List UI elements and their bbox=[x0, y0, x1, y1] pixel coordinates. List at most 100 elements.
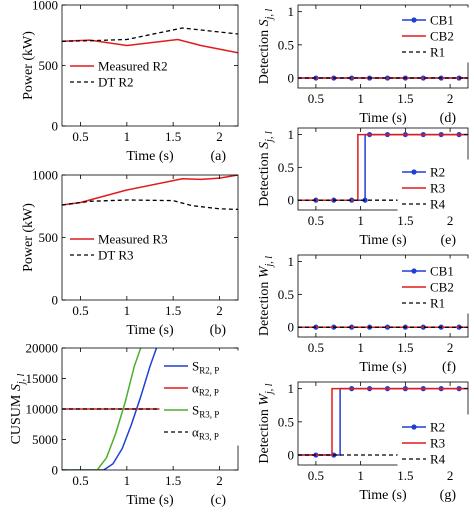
series-b-0-line bbox=[62, 175, 238, 206]
panel-label-e: (e) bbox=[440, 233, 456, 248]
panel-label-a: (a) bbox=[210, 149, 226, 164]
x-axis-label-b: Time (s) bbox=[126, 323, 174, 338]
y-tick-label-c: 10000 bbox=[26, 402, 59, 417]
x-tick-label-a: 2 bbox=[216, 129, 223, 144]
x-tick-label-e: 0.5 bbox=[308, 213, 324, 228]
legend-entry-e: R3 bbox=[430, 181, 445, 196]
panel-d: 0.5 1 1.5 2 0 0.5 1 Time (s) (d) Detection Sj, l C… bbox=[257, 4, 469, 126]
y-tick-label-c: 15000 bbox=[26, 371, 59, 386]
x-axis-label-a: Time (s) bbox=[126, 149, 174, 164]
y-tick-label-g: 1 bbox=[288, 381, 295, 396]
y-tick-label-a: 1000 bbox=[32, 0, 58, 13]
y-tick-label-c: 5000 bbox=[32, 432, 58, 447]
x-axis-label-g: Time (s) bbox=[359, 488, 407, 503]
x-tick-label-a: 0.5 bbox=[72, 129, 88, 144]
y-axis-label-a: Power (kW) bbox=[21, 31, 36, 100]
x-tick-label-g: 2 bbox=[447, 468, 454, 483]
x-tick-label-b: 0.5 bbox=[72, 303, 88, 318]
x-tick-label-f: 2 bbox=[447, 340, 454, 355]
x-tick-label-a: 1.5 bbox=[165, 129, 181, 144]
legend-entry-e: R2 bbox=[430, 165, 445, 180]
y-tick-label-c: 20000 bbox=[26, 341, 59, 356]
x-tick-label-d: 1 bbox=[357, 91, 364, 106]
panel-label-d: (d) bbox=[440, 111, 457, 126]
x-tick-label-b: 1 bbox=[124, 303, 131, 318]
x-axis-label-c: Time (s) bbox=[126, 493, 174, 508]
legend-entry-b: DT R3 bbox=[98, 248, 134, 263]
x-axis-label-d: Time (s) bbox=[359, 111, 407, 126]
x-tick-label-a: 1 bbox=[124, 129, 131, 144]
y-tick-label-g: 0.5 bbox=[278, 414, 294, 429]
legend-entry-d: CB2 bbox=[430, 29, 454, 44]
y-tick-label-d: 1 bbox=[288, 4, 295, 19]
panel-label-f: (f) bbox=[442, 360, 456, 375]
x-tick-label-g: 0.5 bbox=[308, 468, 324, 483]
y-tick-label-f: 1 bbox=[288, 254, 295, 269]
y-tick-label-f: 0 bbox=[288, 320, 295, 335]
panel-b: 0.5 1 1.5 2 0 500 1000 Time (s) (b) Power (kW) Mea… bbox=[21, 168, 239, 338]
x-tick-label-b: 1.5 bbox=[165, 303, 181, 318]
panel-label-g: (g) bbox=[440, 488, 457, 503]
legend-entry-f: R1 bbox=[430, 296, 445, 311]
x-tick-label-d: 0.5 bbox=[308, 91, 324, 106]
y-tick-label-e: 0 bbox=[288, 193, 295, 208]
panel-f: 0.5 1 1.5 2 0 0.5 1 Time (s) (f) Detection Wj, l C… bbox=[257, 254, 469, 375]
legend-entry-a: Measured R2 bbox=[98, 59, 168, 74]
legend-entry-b: Measured R3 bbox=[98, 232, 168, 247]
y-tick-label-e: 0.5 bbox=[278, 160, 294, 175]
series-e-0-marker bbox=[362, 197, 368, 203]
y-axis-label-c: CUSUM Sj, l bbox=[9, 373, 27, 444]
legend-entry-c: αR2, P bbox=[192, 381, 219, 398]
legend-entry-d: R1 bbox=[430, 45, 445, 60]
y-tick-label-b: 500 bbox=[39, 230, 59, 245]
legend-entry-c: αR3, P bbox=[192, 425, 219, 442]
x-axis-label-f: Time (s) bbox=[359, 360, 407, 375]
x-tick-label-e: 2 bbox=[447, 213, 454, 228]
y-tick-label-a: 500 bbox=[39, 58, 59, 73]
y-axis-label-b: Power (kW) bbox=[21, 203, 36, 272]
legend-entry-c: SR3, P bbox=[192, 403, 219, 420]
y-tick-label-b: 0 bbox=[52, 293, 59, 308]
x-tick-label-c: 1.5 bbox=[165, 473, 181, 488]
panel-a: 0.5 1 1.5 2 0 500 1000 Time (s) (a) Power (kW) Mea… bbox=[21, 0, 239, 164]
legend-entry-c: SR2, P bbox=[192, 359, 219, 376]
series-a-0-line bbox=[62, 38, 238, 54]
x-tick-label-g: 1 bbox=[357, 468, 364, 483]
y-tick-label-f: 0.5 bbox=[278, 287, 294, 302]
x-tick-label-c: 1 bbox=[124, 473, 131, 488]
legend-entry-g: R3 bbox=[430, 436, 445, 451]
y-tick-label-a: 0 bbox=[52, 119, 59, 134]
x-tick-label-f: 1.5 bbox=[397, 340, 413, 355]
x-tick-label-c: 2 bbox=[216, 473, 223, 488]
series-c-0-line bbox=[62, 348, 158, 470]
panel-g: 0.5 1 1.5 2 0 0.5 1 Time (s) (g) Detection Wj, l R… bbox=[257, 381, 469, 503]
y-tick-label-b: 1000 bbox=[32, 168, 58, 183]
x-tick-label-d: 2 bbox=[447, 91, 454, 106]
y-tick-label-d: 0 bbox=[288, 71, 295, 86]
legend-entry-d: CB1 bbox=[430, 13, 454, 28]
y-tick-label-e: 1 bbox=[288, 127, 295, 142]
series-c-2-line bbox=[62, 348, 142, 470]
legend-entry-g: R4 bbox=[430, 452, 446, 467]
legend-c: SR2, P αR2, P SR3, P αR3, P bbox=[159, 350, 239, 446]
x-tick-label-g: 1.5 bbox=[397, 468, 413, 483]
x-tick-label-c: 0.5 bbox=[72, 473, 88, 488]
legend-entry-f: CB2 bbox=[430, 280, 454, 295]
y-axis-label-f: Detection Wj, l bbox=[257, 256, 275, 336]
x-tick-label-f: 0.5 bbox=[308, 340, 324, 355]
panel-e: 0.5 1 1.5 2 0 0.5 1 Time (s) (e) Detection Sj, l R… bbox=[257, 127, 469, 248]
x-tick-label-e: 1.5 bbox=[397, 213, 413, 228]
x-tick-label-d: 1.5 bbox=[397, 91, 413, 106]
panel-c: 0.5 1 1.5 2 0 5000 10000 15000 20000 Time (s) (c) C… bbox=[9, 341, 239, 508]
panel-label-c: (c) bbox=[210, 493, 226, 508]
panel-label-b: (b) bbox=[210, 323, 227, 338]
legend-entry-a: DT R2 bbox=[98, 75, 134, 90]
y-axis-label-g: Detection Wj, l bbox=[257, 383, 275, 463]
y-tick-label-d: 0.5 bbox=[278, 37, 294, 52]
x-tick-label-f: 1 bbox=[357, 340, 364, 355]
